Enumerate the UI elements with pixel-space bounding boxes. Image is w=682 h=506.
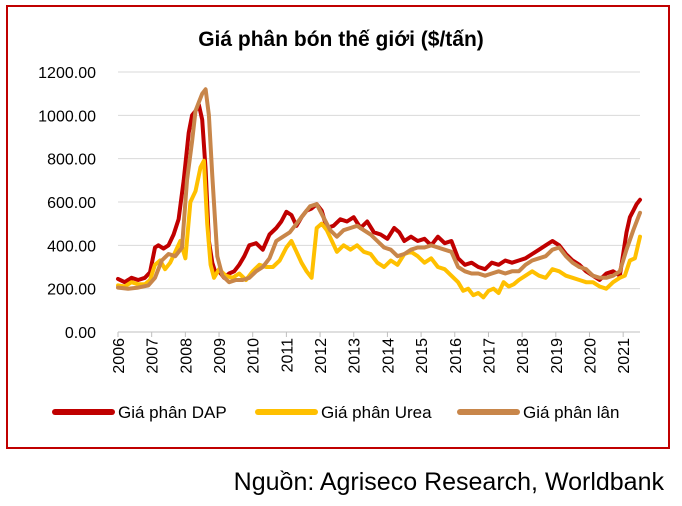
x-tick-label: 2010 <box>246 338 263 374</box>
x-tick-label: 2020 <box>582 338 599 374</box>
x-tick-label: 2006 <box>111 338 128 374</box>
chart-plot: 0.00 200.00 400.00 600.00 800.00 1000.00 1200.… <box>38 65 642 422</box>
y-tick-label: 0.00 <box>65 325 96 342</box>
x-tick-label: 2009 <box>212 338 229 374</box>
series-lines <box>116 87 642 300</box>
y-tick-label: 400.00 <box>47 238 96 255</box>
y-tick-label: 1000.00 <box>38 108 96 125</box>
chart-title: Giá phân bón thế giới ($/tấn) <box>198 28 484 51</box>
x-tick-label: 2018 <box>515 338 532 374</box>
legend-label: Giá phân lân <box>523 403 619 422</box>
chart-frame <box>6 5 670 449</box>
x-tick-label: 2019 <box>549 338 566 374</box>
legend-label: Giá phân Urea <box>321 403 432 422</box>
x-tick-label: 2013 <box>347 338 364 374</box>
y-tick-label: 800.00 <box>47 152 96 169</box>
legend: Giá phân DAP Giá phân Urea Giá phân lân <box>52 403 619 422</box>
y-tick-label: 200.00 <box>47 282 96 299</box>
x-tick-label: 2015 <box>414 338 431 374</box>
series-line-3 <box>116 87 642 291</box>
series-line-2 <box>116 158 642 300</box>
x-axis-ticks: 2006 2007 2008 2009 2010 2011 2012 2013 2014 2015… <box>111 332 633 374</box>
legend-label: Giá phân DAP <box>118 403 227 422</box>
x-tick-label: 2014 <box>380 338 397 374</box>
y-tick-label: 1200.00 <box>38 65 96 82</box>
x-tick-label: 2016 <box>448 338 465 374</box>
y-tick-label: 600.00 <box>47 195 96 212</box>
y-axis-ticks: 0.00 200.00 400.00 600.00 800.00 1000.00 1200.… <box>38 65 96 342</box>
x-tick-label: 2008 <box>178 338 195 374</box>
x-tick-label: 2007 <box>145 338 162 374</box>
x-tick-label: 2012 <box>313 338 330 374</box>
source-note: Nguồn: Agriseco Research, Worldbank <box>233 468 664 496</box>
x-tick-label: 2011 <box>279 338 296 373</box>
x-tick-label: 2021 <box>616 338 633 374</box>
x-tick-label: 2017 <box>481 338 498 374</box>
